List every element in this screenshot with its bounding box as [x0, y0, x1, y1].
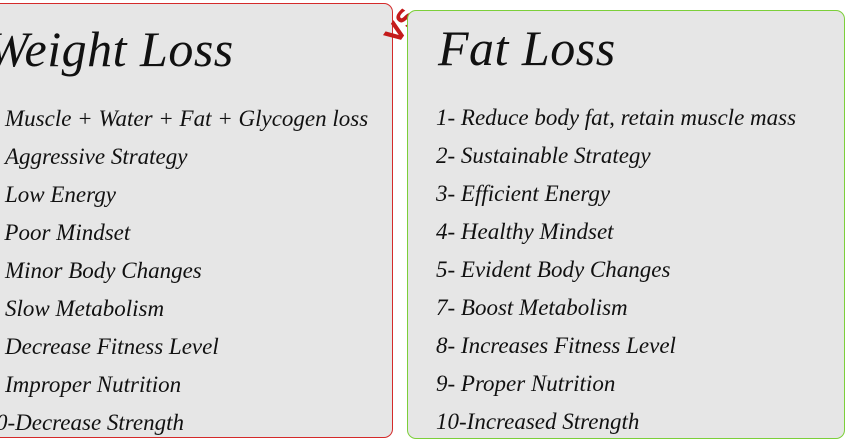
list-item: Decrease Fitness Level: [5, 334, 219, 359]
list-item: Minor Body Changes: [5, 258, 202, 283]
list-item: - Poor Mindset: [0, 220, 131, 245]
list-item: 0-Decrease Strength: [0, 410, 184, 435]
list-item: Improper Nutrition: [5, 372, 182, 397]
list-item: 9- Proper Nutrition: [436, 371, 616, 396]
weight-loss-panel: Weight Loss Muscle + Water + Fat + Glyco…: [0, 3, 393, 438]
list-item: 5- Evident Body Changes: [436, 257, 671, 282]
list-item: 7- Boost Metabolism: [436, 295, 628, 320]
list-item: Low Energy: [5, 182, 116, 207]
list-item: 3- Efficient Energy: [436, 181, 611, 206]
fat-loss-title: Fat Loss: [438, 20, 616, 76]
list-item: 2- Sustainable Strategy: [436, 143, 651, 168]
list-item: 8- Increases Fitness Level: [436, 333, 676, 358]
weight-loss-title: Weight Loss: [0, 21, 234, 77]
list-item: 4- Healthy Mindset: [436, 219, 614, 244]
fat-loss-list: 1- Reduce body fat, retain muscle mass 2…: [436, 99, 796, 441]
fat-loss-panel: Fat Loss 1- Reduce body fat, retain musc…: [407, 10, 845, 439]
list-item: 1- Reduce body fat, retain muscle mass: [436, 105, 797, 130]
list-item: Slow Metabolism: [5, 296, 165, 321]
list-item: 10-Increased Strength: [436, 409, 640, 434]
weight-loss-list: Muscle + Water + Fat + Glycogen loss Agg…: [0, 100, 369, 442]
list-item: Muscle + Water + Fat + Glycogen loss: [5, 106, 369, 131]
list-item: Aggressive Strategy: [5, 144, 188, 169]
